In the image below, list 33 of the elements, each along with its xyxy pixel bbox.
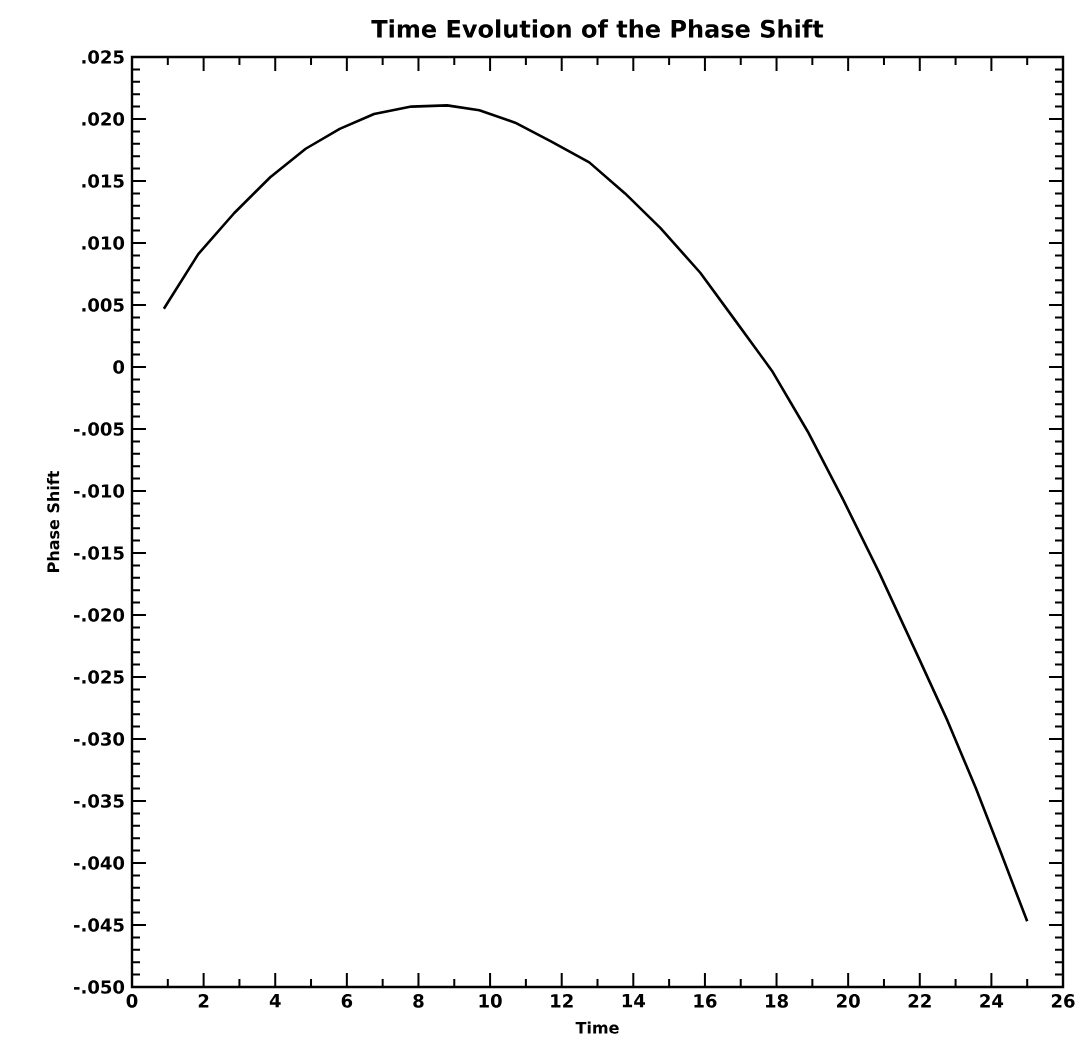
y-tick-label: -.025 [74,670,124,684]
x-tick-label: 2 [198,994,209,1008]
y-tick-label: .015 [82,174,124,188]
y-tick-label: -.015 [74,546,124,560]
y-tick-label: -.010 [74,484,125,498]
x-tick-label: 10 [479,994,502,1008]
x-tick-label: 16 [694,994,717,1008]
x-tick-label: 8 [413,994,424,1008]
y-tick-label: -.035 [74,794,124,808]
x-tick-label: 24 [980,994,1004,1008]
y-tick-label: -.030 [74,732,125,746]
y-tick-label: -.050 [74,980,125,994]
x-tick-label: 22 [908,994,931,1008]
y-tick-label: -.020 [74,608,125,622]
chart-title: Time Evolution of the Phase Shift [371,19,824,38]
x-tick-label: 14 [622,994,646,1008]
x-tick-label: 20 [837,994,860,1008]
y-tick-label: .005 [82,298,124,312]
x-tick-label: 18 [766,994,788,1008]
y-tick-label: -.040 [74,856,125,870]
x-tick-label: 4 [269,994,281,1008]
x-tick-label: 26 [1051,994,1075,1008]
x-tick-label: 12 [551,994,573,1008]
y-tick-label: .010 [82,236,125,250]
y-tick-label: -.005 [74,422,124,436]
x-axis-title: Time [575,1021,619,1034]
y-tick-label: -.045 [74,918,124,932]
x-tick-label: 0 [126,994,138,1008]
y-tick-label: 0 [113,360,125,374]
x-tick-label: 6 [341,994,353,1008]
y-axis-title: Phase Shift [46,470,60,572]
y-tick-label: .020 [82,112,125,126]
y-tick-label: .025 [82,50,124,64]
